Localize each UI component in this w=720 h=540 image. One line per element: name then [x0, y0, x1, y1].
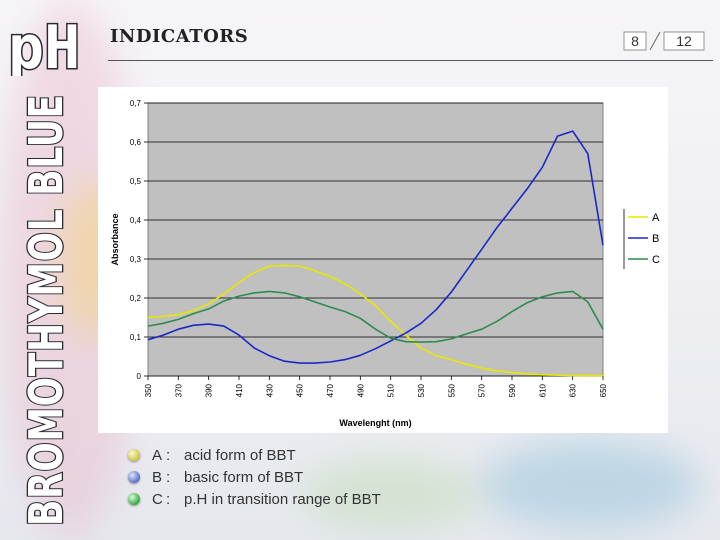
note-colon: :: [166, 490, 171, 508]
y-tick-label: 0,7: [130, 99, 142, 108]
page-separator: [649, 31, 661, 51]
x-tick-label: 470: [326, 383, 335, 397]
x-tick-label: 510: [387, 383, 396, 397]
note-row-b: B : basic form of BBT: [128, 466, 381, 488]
series-line-c: [147, 290, 604, 343]
y-tick-label: 0,1: [130, 333, 142, 342]
background-glow-blue: [480, 440, 700, 530]
x-tick-label: 430: [265, 383, 274, 397]
x-tick-label: 630: [569, 383, 578, 397]
y-tick-label: 0,6: [130, 138, 142, 147]
x-tick-label: 650: [599, 383, 608, 397]
absorbance-chart: 0 0,1 0,2 0,3 0,4 0,5 0,6 0,7 350 370 390 410 430 450…: [110, 99, 660, 428]
x-tick-label: 590: [508, 383, 517, 397]
total-pages-box: [663, 31, 705, 51]
x-tick-label: 410: [235, 383, 244, 397]
current-page-number: 8: [631, 33, 639, 49]
plot-area: [147, 102, 604, 377]
title-rule: [108, 60, 713, 61]
side-title-text: BROMOTHYMOL BLUE: [19, 94, 73, 526]
chart-panel: 0 0,1 0,2 0,3 0,4 0,5 0,6 0,7 350 370 390 410 430 450…: [98, 87, 668, 433]
page-indicator: 8 12: [623, 31, 705, 51]
bullet-b-icon: [128, 471, 140, 483]
note-row-c: C : p.H in transition range of BBT: [128, 488, 381, 510]
note-colon: :: [166, 446, 171, 464]
bullet-c-icon: [128, 493, 140, 505]
note-letter: B: [152, 468, 163, 486]
total-pages-number: 12: [676, 33, 692, 49]
legend-notes: A : acid form of BBT B : basic form of B…: [128, 444, 381, 510]
legend-label-a: A: [652, 212, 660, 224]
x-tick-label: 390: [205, 383, 214, 397]
ph-logo-text: pH: [8, 13, 80, 76]
note-row-a: A : acid form of BBT: [128, 444, 381, 466]
y-tick-label: 0,2: [130, 294, 142, 303]
note-letter: A: [152, 446, 163, 464]
background-glow-green: [300, 460, 480, 530]
note-text: basic form of BBT: [184, 468, 304, 486]
y-tick-label: 0,5: [130, 177, 142, 186]
note-colon: :: [166, 468, 171, 486]
y-tick-label: 0,4: [130, 216, 142, 225]
legend-label-b: B: [652, 233, 659, 245]
series-line-a: [147, 264, 603, 377]
x-tick-label: 550: [447, 383, 456, 397]
side-title: BROMOTHYMOL BLUE: [18, 93, 75, 528]
y-tick-label: 0: [137, 372, 142, 381]
note-text: acid form of BBT: [184, 446, 296, 464]
legend-label-c: C: [652, 254, 660, 266]
x-tick-label: 490: [356, 383, 365, 397]
x-tick-label: 610: [538, 383, 547, 397]
x-tick-label: 570: [478, 383, 487, 397]
ph-logo: pH: [7, 12, 82, 77]
y-tick-label: 0,3: [130, 255, 142, 264]
slide-title: INDICATORS: [110, 26, 249, 47]
x-tick-label: 370: [174, 383, 183, 397]
bullet-a-icon: [128, 449, 140, 461]
note-text: p.H in transition range of BBT: [184, 490, 381, 508]
x-tick-label: 530: [417, 383, 426, 397]
current-page-box: [623, 31, 647, 51]
y-axis-label: Absorbance: [110, 213, 120, 265]
x-tick-label: 350: [144, 383, 153, 397]
note-letter: C: [152, 490, 163, 508]
x-tick-label: 450: [296, 383, 305, 397]
series-line-b: [147, 130, 604, 364]
x-axis-label: Wavelenght (nm): [339, 418, 411, 428]
